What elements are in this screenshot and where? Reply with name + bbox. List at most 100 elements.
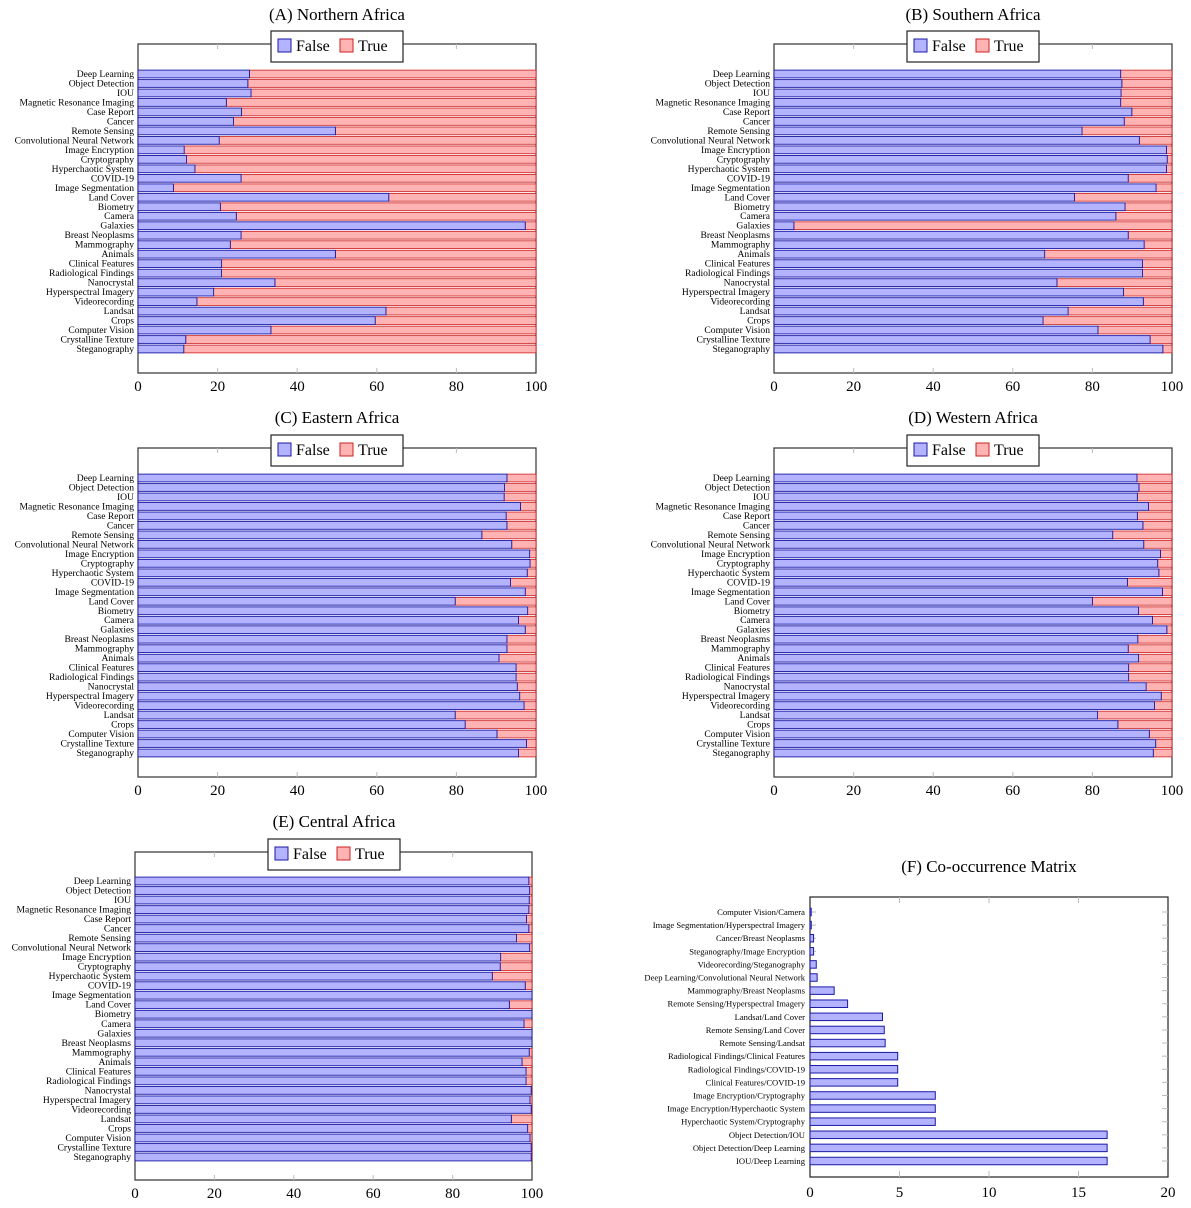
bar [809, 907, 812, 917]
category-label: IOU [753, 492, 770, 503]
bar-true [1160, 691, 1173, 701]
bar-true [1158, 568, 1173, 578]
bar [809, 973, 818, 982]
category-label: Biometry [734, 606, 770, 617]
bar-true [454, 596, 537, 606]
category-label: COVID-19 [727, 173, 770, 184]
bar-true [510, 578, 537, 587]
bar [809, 1012, 883, 1022]
category-label: Hyperchaotic System [49, 971, 132, 982]
bar-true [1136, 511, 1173, 521]
bar-false [773, 615, 1153, 625]
bar-true [524, 981, 533, 990]
bar-true [528, 924, 533, 933]
bar-true [1162, 587, 1173, 597]
category-label: Cancer/Breast Neoplasms [716, 933, 806, 943]
bar [809, 947, 815, 956]
bar-false [134, 971, 493, 981]
bar-true [1138, 653, 1173, 663]
category-label: Magnetic Resonance Imaging [655, 97, 770, 108]
legend-swatch-false [913, 38, 928, 53]
bar-false [773, 492, 1138, 502]
legend-label-true: True [358, 38, 388, 55]
category-label: Image Encryption/Hyperchaotic System [667, 1104, 805, 1114]
bar-false [137, 325, 272, 335]
bar-false [773, 577, 1128, 587]
category-label: COVID-19 [727, 577, 770, 588]
category-label: Remote Sensing [68, 933, 131, 944]
category-label: Remote Sensing [707, 530, 770, 541]
category-label: Landsat [104, 710, 135, 721]
bar-false [137, 615, 519, 625]
category-label: Radiological Findings [685, 268, 770, 279]
bar-true [1112, 530, 1173, 540]
bar-false [137, 268, 223, 278]
category-label: Land Cover [724, 192, 770, 203]
category-label: Object Detection [69, 78, 134, 89]
bar-true [793, 221, 1173, 231]
bar-false [137, 117, 234, 126]
bar-true [213, 287, 537, 297]
category-label: Land Cover [85, 1000, 131, 1011]
bar-true [525, 1067, 533, 1076]
bar-true [194, 164, 537, 174]
bar-false [773, 155, 1168, 164]
x-tick-label: 100 [525, 783, 548, 799]
bar-false [137, 568, 528, 578]
category-label: Galaxies [100, 625, 134, 636]
bar-false [137, 145, 185, 155]
bar-true [529, 549, 537, 559]
x-tick-label: 80 [1085, 379, 1100, 395]
bar-true [506, 634, 537, 644]
bar-true [270, 325, 537, 335]
category-label: Galaxies [736, 221, 770, 232]
category-label: Animals [101, 653, 134, 664]
category-label: Convolutional Neural Network [651, 539, 771, 550]
category-label: Radiological Findings [49, 672, 134, 683]
bar-false [134, 1095, 531, 1105]
x-tick-label: 60 [366, 1186, 381, 1202]
category-label: Image Segmentation [691, 183, 770, 194]
bar-false [773, 720, 1119, 729]
bar-false [137, 88, 252, 98]
bar-true [520, 502, 537, 511]
bar-false [137, 297, 198, 306]
bar-true [219, 202, 537, 212]
category-label: Radiological Findings [685, 672, 770, 683]
category-label: Object Detection [69, 482, 134, 493]
bar-false [137, 634, 508, 644]
category-label: Nanocrystal [85, 1085, 132, 1096]
bar [809, 986, 835, 995]
bar-false [773, 653, 1140, 663]
category-label: Computer Vision [68, 729, 134, 740]
category-label: Object Detection [705, 482, 770, 493]
bar-false [134, 962, 501, 972]
category-label: Videorecording [710, 701, 770, 712]
category-label: Cryptography [81, 154, 134, 165]
bar-true [1166, 625, 1173, 635]
bar-true [518, 748, 537, 758]
bar-true [528, 905, 533, 914]
bar-true [1137, 634, 1173, 644]
bar-false [134, 1152, 532, 1162]
bar-true [1166, 155, 1173, 164]
bar-false [134, 1086, 532, 1095]
x-tick-label: 0 [134, 379, 142, 395]
category-label: Hyperspectral Imagery [46, 287, 134, 298]
x-tick-label: 0 [770, 783, 778, 799]
category-label: Deep Learning/Convolutional Neural Netwo… [644, 973, 805, 983]
bar-true [1142, 268, 1173, 278]
category-label: Computer Vision [65, 1133, 131, 1144]
bar-true [235, 211, 537, 221]
x-tick-label: 20 [207, 1186, 222, 1202]
category-label: Camera [740, 615, 771, 626]
category-label: Mammography [72, 1047, 131, 1058]
category-label: Breast Neoplasms [61, 1038, 131, 1049]
category-label: Radiological Findings/Clinical Features [668, 1051, 806, 1061]
bar-true [1097, 325, 1173, 335]
category-label: Hyperchaotic System/Cryptography [681, 1117, 806, 1127]
bar-true [335, 126, 537, 136]
bar-true [504, 483, 537, 492]
category-label: Cancer [743, 116, 771, 127]
